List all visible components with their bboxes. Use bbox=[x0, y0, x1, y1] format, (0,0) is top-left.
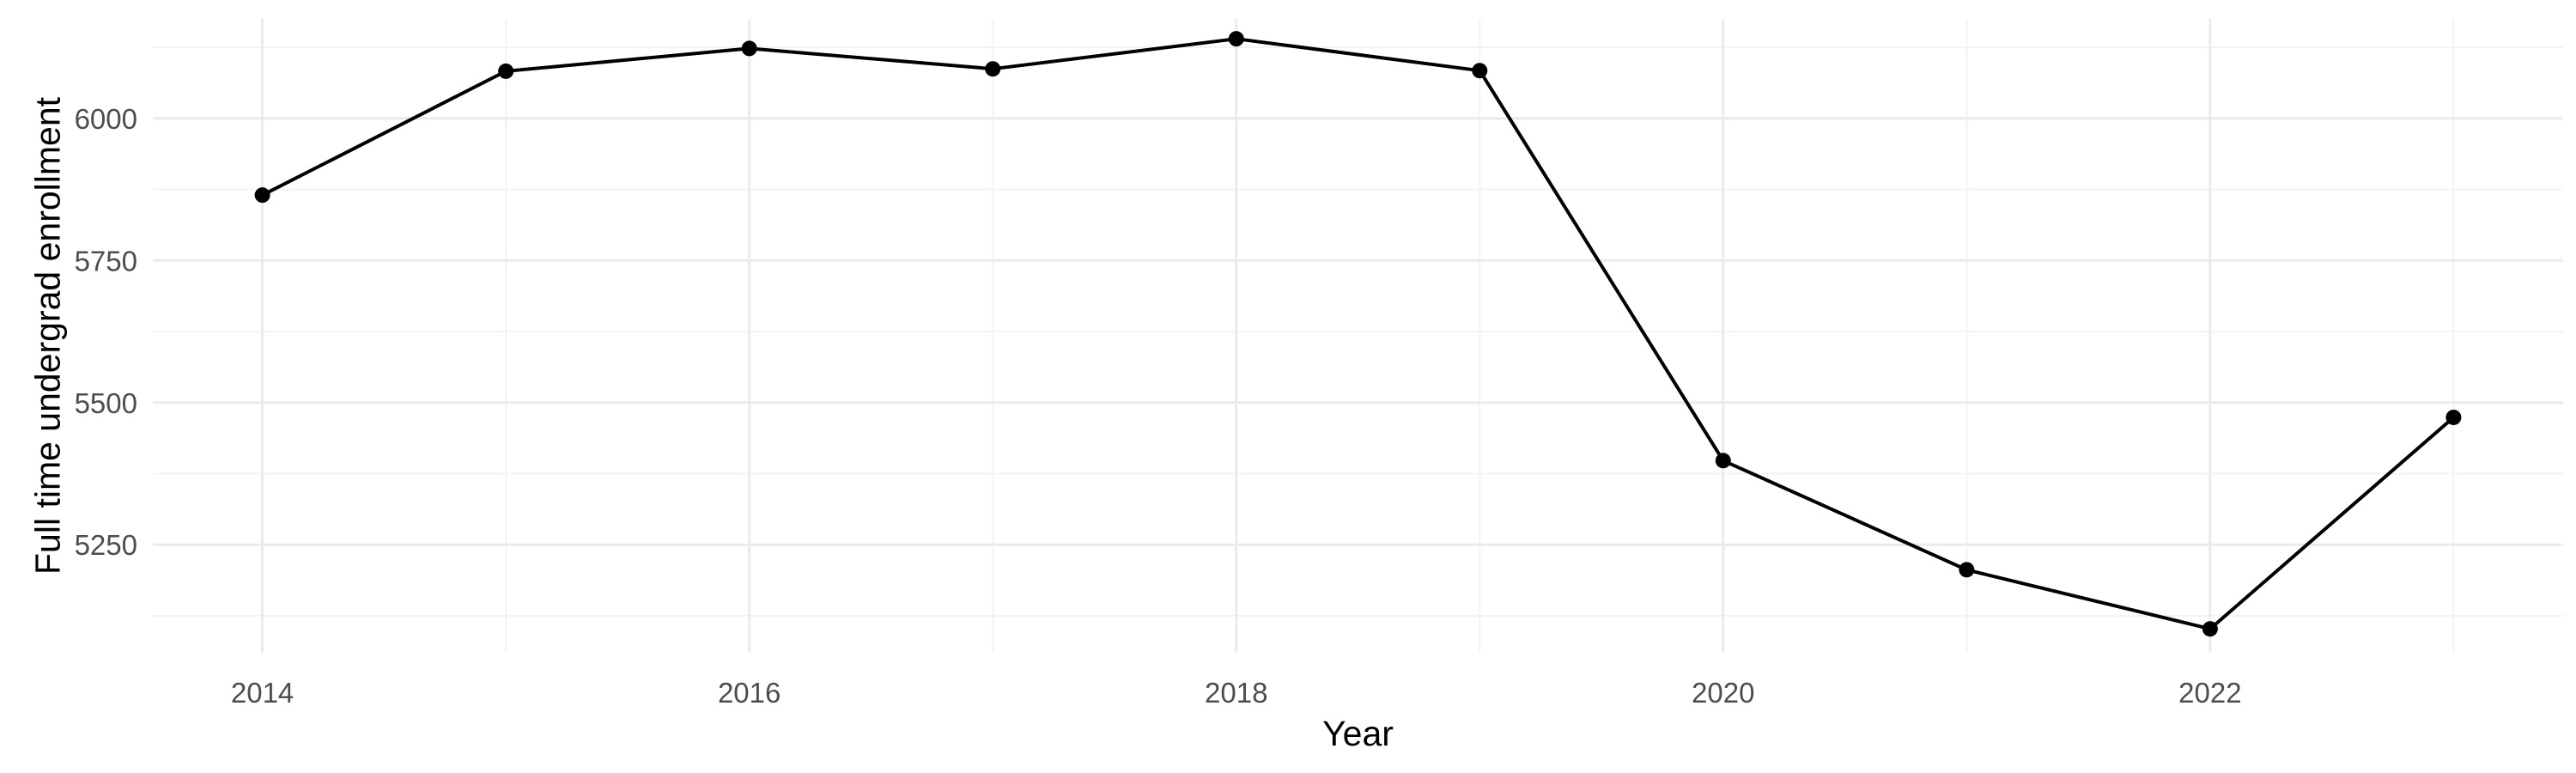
x-tick-label: 2018 bbox=[1205, 677, 1267, 709]
x-tick-label: 2014 bbox=[231, 677, 294, 709]
y-axis-title: Full time undergrad enrollment bbox=[27, 96, 67, 575]
data-point bbox=[1959, 562, 1975, 578]
data-point bbox=[2445, 409, 2462, 425]
x-tick-label: 2016 bbox=[718, 677, 781, 709]
data-point bbox=[498, 63, 514, 79]
minor-gridlines bbox=[153, 19, 2563, 653]
data-point bbox=[985, 61, 1001, 77]
major-gridlines bbox=[153, 19, 2563, 653]
y-tick-label: 6000 bbox=[75, 103, 137, 135]
y-tick-label: 5500 bbox=[75, 387, 137, 419]
x-axis-tick-labels: 2014 2016 2018 2020 2022 bbox=[231, 677, 2242, 709]
data-point bbox=[254, 187, 270, 204]
y-axis-tick-labels: 5250 5500 5750 6000 bbox=[75, 103, 137, 561]
data-point bbox=[741, 40, 757, 57]
data-point bbox=[2202, 621, 2218, 637]
x-tick-label: 2020 bbox=[1692, 677, 1754, 709]
data-point bbox=[1228, 31, 1244, 47]
y-tick-label: 5750 bbox=[75, 245, 137, 277]
series-layer bbox=[254, 31, 2462, 637]
data-point bbox=[1715, 453, 1731, 469]
x-axis-title: Year bbox=[1322, 714, 1394, 753]
data-point bbox=[1472, 63, 1488, 79]
y-tick-label: 5250 bbox=[75, 529, 137, 561]
x-tick-label: 2022 bbox=[2178, 677, 2241, 709]
data-points bbox=[254, 31, 2462, 637]
series-line bbox=[261, 37, 2455, 631]
